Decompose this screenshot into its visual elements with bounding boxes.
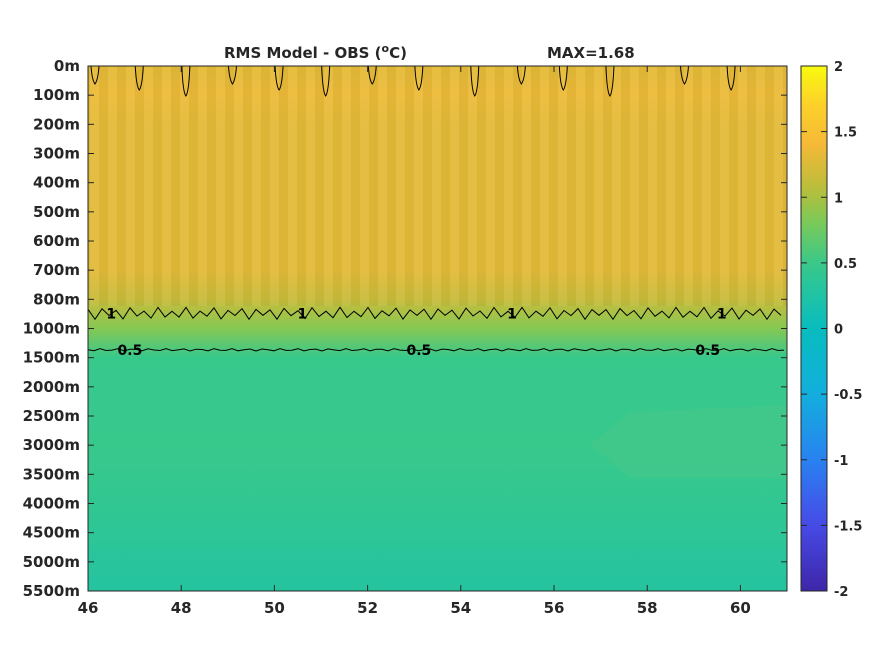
y-tick-label: 100m <box>33 86 80 104</box>
contour-label: 1 <box>717 306 727 322</box>
colorbar-tick-label: -1.5 <box>834 519 862 534</box>
y-tick-label: 2500m <box>23 407 80 425</box>
surface-contour-loop <box>274 65 284 91</box>
colorbar-tick-label: -1 <box>834 454 848 469</box>
y-tick-label: 1500m <box>23 349 80 367</box>
deep-patch <box>590 405 787 478</box>
surface-contour-loop <box>181 65 191 97</box>
surface-contour-loop <box>367 65 377 85</box>
x-tick-label: 50 <box>264 599 285 617</box>
colorbar-tick-label: 1 <box>834 191 843 206</box>
y-tick-label: 5000m <box>23 553 80 571</box>
x-tick-label: 58 <box>637 599 658 617</box>
surface-contour-loop <box>605 65 615 97</box>
max-label: MAX=1.68 <box>547 44 635 62</box>
x-tick-label: 48 <box>171 599 192 617</box>
colorbar-tick-label: 1.5 <box>834 126 857 141</box>
contour-line-0.5 <box>87 348 785 352</box>
upper-layer-texture <box>88 66 787 306</box>
y-tick-label: 200m <box>33 115 80 133</box>
y-tick-label: 1000m <box>23 320 80 338</box>
colorbar-tick-label: 0.5 <box>834 257 857 272</box>
contour-lines <box>87 65 785 352</box>
surface-contour-loop <box>321 65 331 97</box>
surface-contour-loop <box>679 65 689 85</box>
contour-label: 0.5 <box>118 343 143 359</box>
y-tick-label: 4000m <box>23 495 80 513</box>
y-tick-label: 0m <box>54 57 80 75</box>
x-tick-label: 46 <box>78 599 99 617</box>
surface-contour-loop <box>558 65 568 91</box>
colorbar: 2 1.5 1 0.5 0 -0.5 -1 -1.5 -2 <box>800 60 862 600</box>
x-tick-label: 56 <box>544 599 565 617</box>
x-tick-label: 60 <box>730 599 751 617</box>
y-tick-label: 600m <box>33 232 80 250</box>
contour-label: 0.5 <box>695 343 720 359</box>
x-tick-label: 54 <box>450 599 471 617</box>
y-tick-label: 5500m <box>23 582 80 600</box>
y-tick-label: 400m <box>33 174 80 192</box>
surface-contour-loop <box>90 65 100 85</box>
surface-contour-loop <box>227 65 237 85</box>
y-tick-label: 2000m <box>23 378 80 396</box>
y-tick-label: 300m <box>33 145 80 163</box>
title-superscript: o <box>382 42 390 55</box>
y-tick-label: 3500m <box>23 465 80 483</box>
title-unit: C) <box>389 44 407 62</box>
contour-labels: 1 1 1 1 0.5 0.5 0.5 <box>106 306 727 359</box>
colorbar-tick-label: 0 <box>834 323 843 338</box>
surface-contour-loop <box>470 65 480 97</box>
x-tick-label: 52 <box>357 599 378 617</box>
y-tick-label: 3000m <box>23 436 80 454</box>
contour-label: 1 <box>106 306 116 322</box>
contour-label: 1 <box>507 306 517 322</box>
surface-contour-loop <box>726 65 736 91</box>
y-axis: 0m 100m 200m 300m 400m 500m 600m 700m 800m 1000m 1… <box>23 57 787 600</box>
plot-area: 1 1 1 1 0.5 0.5 0.5 <box>87 65 788 592</box>
y-tick-label: 500m <box>33 203 80 221</box>
surface-contour-loop <box>414 65 424 91</box>
colorbar-tick-label: -2 <box>834 585 848 600</box>
chart-title: RMS Model - OBS (oC) <box>224 42 407 62</box>
y-tick-label: 4500m <box>23 524 80 542</box>
surface-contour-loop <box>516 65 526 85</box>
y-tick-label: 700m <box>33 261 80 279</box>
contour-label: 1 <box>297 306 307 322</box>
colorbar-tick-label: -0.5 <box>834 388 862 403</box>
contour-label: 0.5 <box>406 343 431 359</box>
surface-contour-loop <box>134 65 144 91</box>
contour-line-1 <box>87 306 782 321</box>
title-main: RMS Model - OBS ( <box>224 44 382 62</box>
y-tick-label: 800m <box>33 290 80 308</box>
colorbar-tick-label: 2 <box>834 60 843 75</box>
colorbar-ticks: 2 1.5 1 0.5 0 -0.5 -1 -1.5 -2 <box>801 60 862 600</box>
x-axis: 46 48 50 52 54 56 58 60 <box>78 66 751 617</box>
